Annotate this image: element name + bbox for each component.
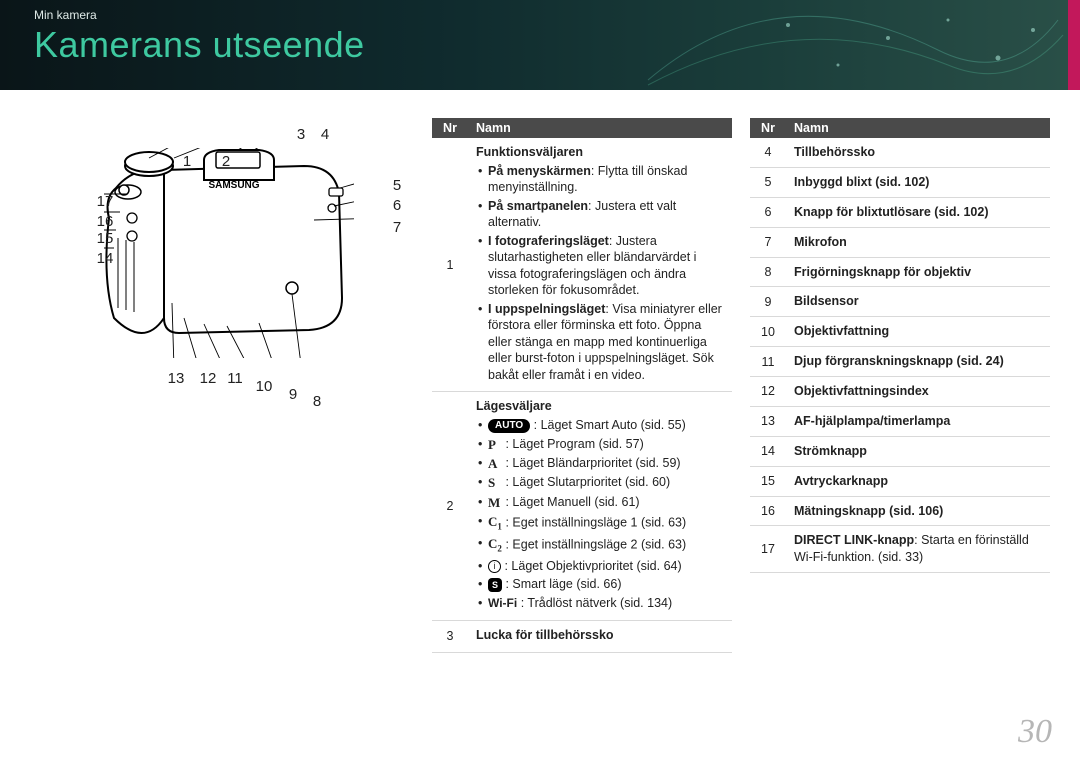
row-number: 6 [750, 197, 786, 227]
row-description: Inbyggd blixt (sid. 102) [786, 167, 1050, 197]
diagram-callout-5: 5 [386, 177, 408, 194]
row-number: 11 [750, 347, 786, 377]
row-description: Objektivfattningsindex [786, 377, 1050, 407]
diagram-callout-6: 6 [386, 197, 408, 214]
parts-table-1-column: Nr Namn 1FunktionsväljarenPå menyskärmen… [432, 118, 732, 653]
row-description: Bildsensor [786, 287, 1050, 317]
parts-table-2: Nr Namn 4Tillbehörssko5Inbyggd blixt (si… [750, 118, 1050, 573]
th-nr: Nr [750, 118, 786, 138]
row-description: Avtryckarknapp [786, 466, 1050, 496]
row-number: 12 [750, 377, 786, 407]
page-number: 30 [1018, 713, 1052, 751]
th-name: Namn [786, 118, 1050, 138]
diagram-callout-14: 14 [94, 250, 116, 267]
row-description: Mätningsknapp (sid. 106) [786, 496, 1050, 526]
row-number: 9 [750, 287, 786, 317]
table-row: 6Knapp för blixtutlösare (sid. 102) [750, 197, 1050, 227]
diagram-callout-11: 11 [224, 370, 246, 387]
row-number: 2 [432, 392, 468, 620]
table-row: 5Inbyggd blixt (sid. 102) [750, 167, 1050, 197]
row-number: 16 [750, 496, 786, 526]
diagram-callout-12: 12 [197, 370, 219, 387]
table-row: 10Objektivfattning [750, 317, 1050, 347]
camera-illustration: SAMSUNG [104, 148, 354, 358]
row-description: Knapp för blixtutlösare (sid. 102) [786, 197, 1050, 227]
row-number: 4 [750, 138, 786, 167]
th-name: Namn [468, 118, 732, 138]
table-row: 17DIRECT LINK-knapp: Starta en förinstäl… [750, 526, 1050, 573]
table-row: 8Frigörningsknapp för objektiv [750, 257, 1050, 287]
table-row: 3Lucka för tillbehörssko [432, 620, 732, 652]
diagram-callout-4: 4 [314, 126, 336, 143]
diagram-callout-15: 15 [94, 230, 116, 247]
diagram-callout-2: 2 [215, 153, 237, 170]
table-row: 7Mikrofon [750, 227, 1050, 257]
diagram-callout-8: 8 [306, 393, 328, 410]
row-description: Frigörningsknapp för objektiv [786, 257, 1050, 287]
row-description: AF-hjälplampa/timerlampa [786, 406, 1050, 436]
row-description: Objektivfattning [786, 317, 1050, 347]
table-row: 12Objektivfattningsindex [750, 377, 1050, 407]
diagram-callout-1: 1 [176, 153, 198, 170]
row-number: 8 [750, 257, 786, 287]
row-description: Strömknapp [786, 436, 1050, 466]
table-row: 2LägesväljareAUTO : Läget Smart Auto (si… [432, 392, 732, 620]
diagram-callout-7: 7 [386, 219, 408, 236]
page-header: Min kamera Kamerans utseende [0, 0, 1080, 90]
row-number: 15 [750, 466, 786, 496]
diagram-callout-9: 9 [282, 386, 304, 403]
row-description: Mikrofon [786, 227, 1050, 257]
table-row: 14Strömknapp [750, 436, 1050, 466]
parts-table-1: Nr Namn 1FunktionsväljarenPå menyskärmen… [432, 118, 732, 653]
camera-diagram: SAMSUNG [34, 118, 414, 418]
row-number: 1 [432, 138, 468, 392]
row-number: 17 [750, 526, 786, 573]
row-description: DIRECT LINK-knapp: Starta en förinställd… [786, 526, 1050, 573]
th-nr: Nr [432, 118, 468, 138]
table-row: 13AF-hjälplampa/timerlampa [750, 406, 1050, 436]
row-description: Djup förgranskningsknapp (sid. 24) [786, 347, 1050, 377]
row-number: 13 [750, 406, 786, 436]
row-number: 14 [750, 436, 786, 466]
header-decor-swirl [638, 0, 1068, 90]
table-row: 11Djup förgranskningsknapp (sid. 24) [750, 347, 1050, 377]
diagram-column: SAMSUNG [34, 118, 414, 653]
svg-text:SAMSUNG: SAMSUNG [208, 180, 259, 191]
row-number: 5 [750, 167, 786, 197]
row-description: LägesväljareAUTO : Läget Smart Auto (sid… [468, 392, 732, 620]
diagram-callout-10: 10 [253, 378, 275, 395]
row-description: Tillbehörssko [786, 138, 1050, 167]
table-row: 16Mätningsknapp (sid. 106) [750, 496, 1050, 526]
page-content: SAMSUNG [0, 90, 1080, 653]
table-row: 1FunktionsväljarenPå menyskärmen: Flytta… [432, 138, 732, 392]
side-color-tab [1068, 0, 1080, 90]
diagram-callout-17: 17 [94, 193, 116, 210]
row-number: 3 [432, 620, 468, 652]
table-row: 4Tillbehörssko [750, 138, 1050, 167]
row-description: FunktionsväljarenPå menyskärmen: Flytta … [468, 138, 732, 392]
diagram-callout-13: 13 [165, 370, 187, 387]
table-row: 15Avtryckarknapp [750, 466, 1050, 496]
diagram-callout-3: 3 [290, 126, 312, 143]
parts-table-2-column: Nr Namn 4Tillbehörssko5Inbyggd blixt (si… [750, 118, 1050, 653]
row-description: Lucka för tillbehörssko [468, 620, 732, 652]
row-number: 10 [750, 317, 786, 347]
row-number: 7 [750, 227, 786, 257]
table-row: 9Bildsensor [750, 287, 1050, 317]
diagram-callout-16: 16 [94, 213, 116, 230]
